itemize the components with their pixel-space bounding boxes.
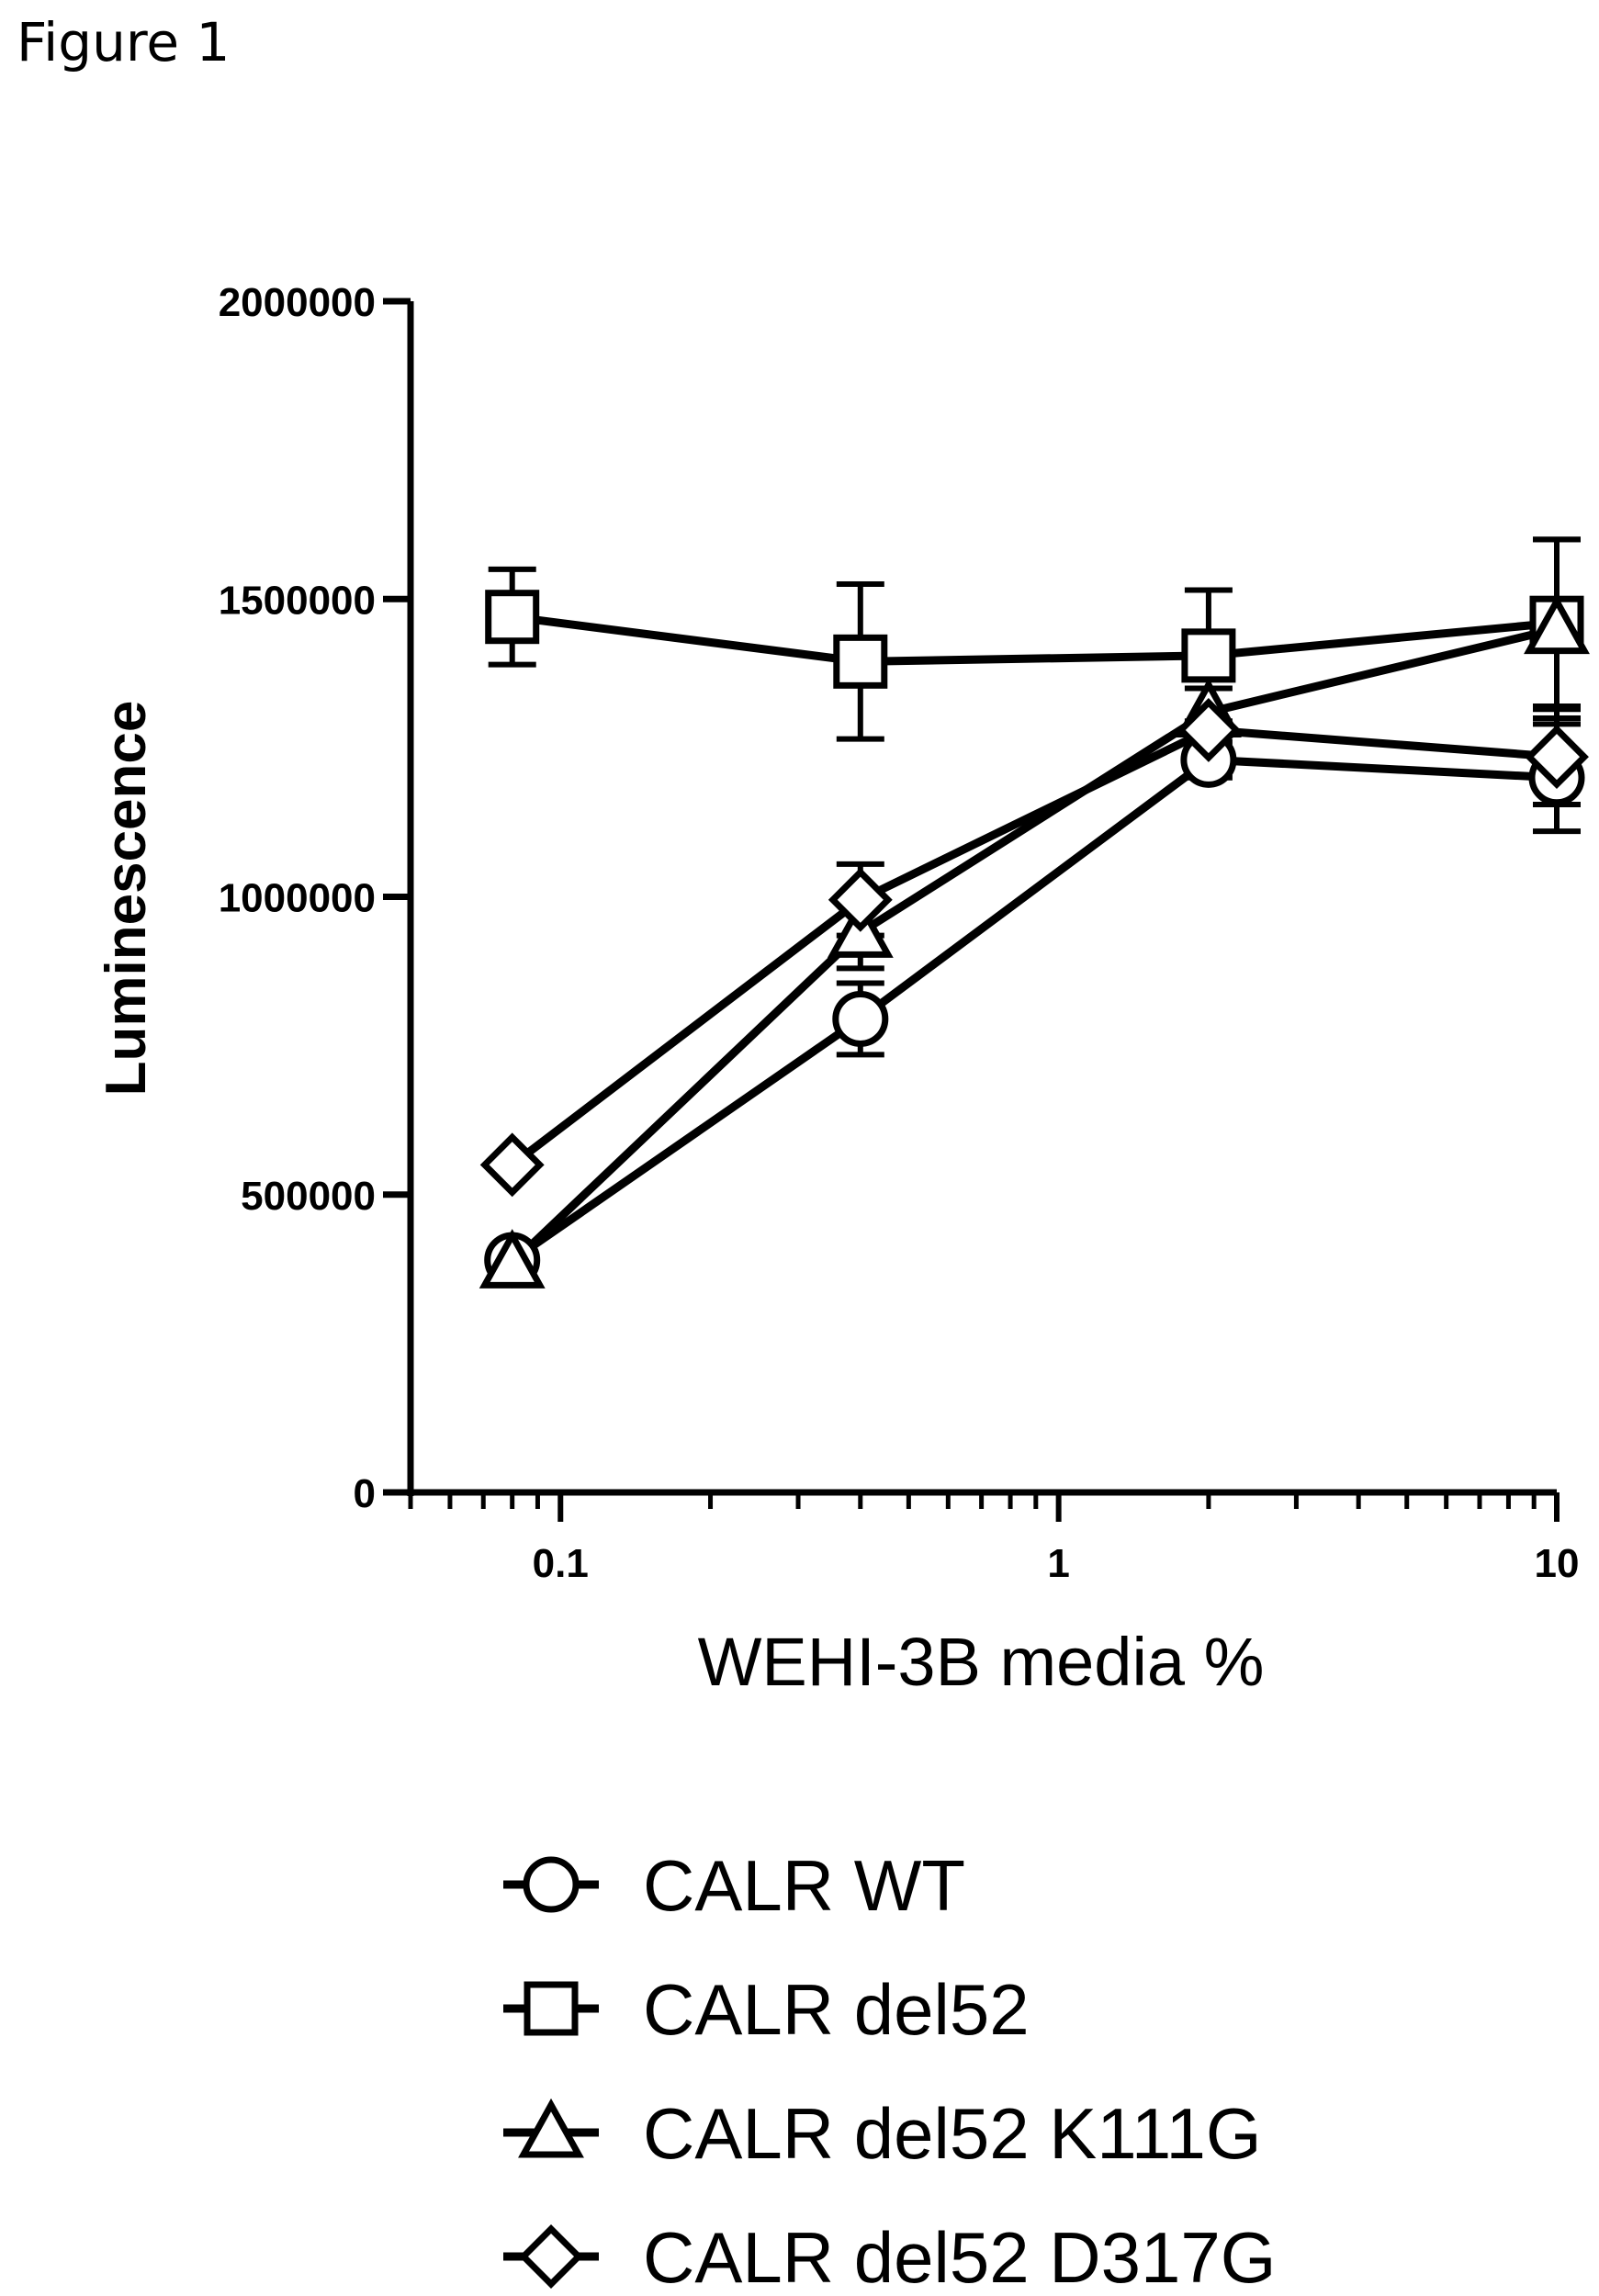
legend-label-calr-del52-k111g: CALR del52 K111G <box>643 2093 1262 2174</box>
y-axis-label: Luminescence <box>95 701 158 1097</box>
y-tick-label: 2000000 <box>219 280 376 325</box>
y-tick-label: 1500000 <box>219 578 376 623</box>
data-point-calr-wt <box>832 990 889 1047</box>
y-tick-label: 1000000 <box>219 876 376 921</box>
x-tick-label: 1 <box>1047 1541 1069 1586</box>
figure-label: Figure 1 <box>17 11 231 73</box>
error-bars <box>488 536 1581 1058</box>
legend-marker-calr-del52 <box>524 1981 579 2036</box>
x-axis-label: WEHI-3B media % <box>698 1624 1265 1700</box>
legend-label-calr-del52-d317g: CALR del52 D317G <box>643 2217 1276 2296</box>
chart-axes: 0 500000 1000000 1500000 2000000 0.1 1 10 <box>219 280 1580 1586</box>
data-point-calr-del52-d317g <box>479 1132 545 1198</box>
x-tick-label: 10 <box>1535 1541 1580 1586</box>
legend-label-calr-wt: CALR WT <box>643 1845 965 1926</box>
series-line-calr-del52 <box>512 613 1558 666</box>
legend-marker-calr-del52-d317g <box>519 2224 583 2289</box>
data-point-calr-del52-d317g <box>828 867 893 932</box>
data-point-calr-del52 <box>1181 628 1236 683</box>
legend-marker-calr-wt <box>523 1856 580 1913</box>
series-line-calr-wt <box>510 755 1558 1264</box>
legend-marker-calr-del52-k111g <box>518 2098 584 2158</box>
series-markers <box>479 590 1590 1289</box>
y-tick-label: 500000 <box>241 1174 376 1219</box>
series-line-calr-del52-k111g <box>509 625 1559 1266</box>
data-point-calr-del52 <box>833 634 888 689</box>
data-point-calr-del52-k111g <box>1524 594 1590 655</box>
y-tick-label: 0 <box>354 1471 376 1516</box>
data-point-calr-del52-d317g <box>1176 697 1241 762</box>
legend-label-calr-del52: CALR del52 <box>643 1969 1030 2050</box>
series-lines <box>509 613 1559 1266</box>
data-point-calr-del52 <box>485 590 540 645</box>
data-point-calr-del52-k111g <box>479 1229 546 1289</box>
data-point-calr-del52-d317g <box>1525 725 1589 790</box>
x-tick-label: 0.1 <box>533 1541 589 1586</box>
chart-legend: CALR WT CALR del52 CALR del52 K111G CALR de… <box>503 1845 1276 2296</box>
series-line-calr-del52-d317g <box>509 726 1558 1168</box>
